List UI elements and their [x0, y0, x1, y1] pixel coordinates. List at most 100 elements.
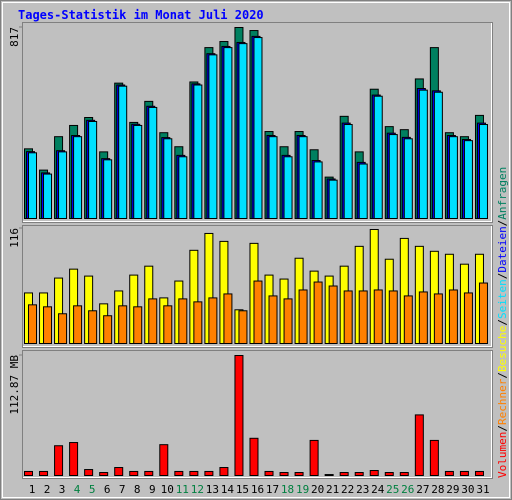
bar: [459, 470, 469, 477]
bar: [384, 472, 394, 477]
bar: [433, 293, 443, 344]
x-tick-label: 24: [371, 483, 385, 496]
legend-separator: /: [496, 372, 509, 379]
bar: [148, 298, 158, 345]
y-tick-label: 817: [8, 27, 21, 47]
bar: [294, 472, 304, 477]
bar: [73, 305, 83, 344]
x-tick-label: 26: [401, 483, 414, 496]
bar: [159, 444, 169, 476]
bar: [99, 472, 109, 477]
x-tick-label: 20: [311, 483, 324, 496]
legend-entry: Rechner: [496, 378, 509, 425]
bar: [103, 315, 113, 345]
x-tick-label: 2: [44, 483, 51, 496]
y-tick-label: 112.87 MB: [8, 355, 21, 415]
bar: [253, 37, 263, 220]
bar: [399, 472, 409, 477]
bar: [28, 152, 37, 219]
bar: [39, 470, 49, 477]
bar: [189, 470, 199, 477]
bar: [358, 163, 368, 219]
bar: [463, 140, 473, 219]
bar: [174, 470, 184, 477]
bar: [234, 355, 244, 476]
bar: [223, 293, 233, 344]
bar: [178, 298, 188, 345]
x-tick-label: 14: [221, 483, 235, 496]
x-tick-label: 4: [74, 483, 81, 496]
x-tick-label: 9: [149, 483, 156, 496]
legend-separator: /: [496, 425, 509, 432]
bar: [448, 136, 458, 219]
bar: [448, 289, 458, 344]
bar: [144, 470, 154, 477]
bar: [478, 124, 488, 219]
x-tick-label: 25: [386, 483, 399, 496]
bar: [433, 91, 443, 219]
bar: [204, 470, 214, 477]
bar: [219, 467, 229, 476]
x-tick-label: 19: [296, 483, 309, 496]
bar: [114, 467, 124, 476]
x-tick-label: 17: [266, 483, 279, 496]
x-tick-label: 30: [461, 483, 474, 496]
legend-entry: Volumen: [496, 432, 509, 478]
x-tick-label: 22: [341, 483, 354, 496]
bar: [133, 124, 143, 219]
bar: [43, 306, 53, 345]
bar: [283, 298, 293, 345]
bar: [463, 292, 473, 345]
y-tick-label: 116: [8, 228, 21, 248]
bar: [238, 310, 248, 345]
bar: [414, 414, 424, 477]
bar: [28, 304, 37, 345]
x-tick-label: 6: [104, 483, 111, 496]
x-tick-label: 31: [476, 483, 489, 496]
legend-entry: Dateien: [496, 226, 509, 272]
x-tick-label: 18: [281, 483, 294, 496]
bar: [249, 437, 259, 477]
x-tick-label: 3: [59, 483, 66, 496]
bar: [343, 290, 353, 345]
chart-title: Tages-Statistik im Monat Juli 2020: [18, 8, 264, 22]
x-tick-label: 12: [191, 483, 204, 496]
bar: [268, 136, 278, 219]
bar: [324, 474, 334, 477]
legend-entry: Anfragen: [496, 167, 509, 220]
legend-entry: Seiten: [496, 279, 509, 319]
bar: [133, 306, 143, 345]
bar: [279, 472, 289, 477]
legend-separator: /: [496, 273, 509, 280]
bar: [148, 106, 158, 219]
x-tick-label: 15: [236, 483, 249, 496]
bar: [178, 156, 188, 220]
x-tick-label: 29: [446, 483, 459, 496]
bar: [24, 470, 33, 477]
bar: [328, 179, 338, 219]
bar: [313, 281, 323, 345]
bar: [118, 305, 128, 344]
bar: [238, 43, 248, 219]
bar: [103, 159, 113, 219]
x-tick-label: 7: [119, 483, 126, 496]
bar: [358, 290, 368, 345]
bar: [403, 138, 413, 219]
x-tick-label: 1: [29, 483, 36, 496]
x-tick-label: 8: [134, 483, 141, 496]
x-tick-label: 10: [161, 483, 174, 496]
legend-entry: Besuche: [496, 326, 509, 372]
bar: [163, 305, 173, 344]
bar: [54, 445, 64, 476]
bar: [388, 290, 398, 345]
bar: [418, 291, 428, 344]
x-tick-label: 13: [206, 483, 219, 496]
bar: [354, 472, 364, 477]
bar: [73, 136, 83, 219]
bar: [193, 301, 203, 344]
bar: [193, 84, 203, 219]
bar: [474, 470, 484, 477]
bar: [369, 470, 379, 477]
bar: [208, 297, 218, 344]
